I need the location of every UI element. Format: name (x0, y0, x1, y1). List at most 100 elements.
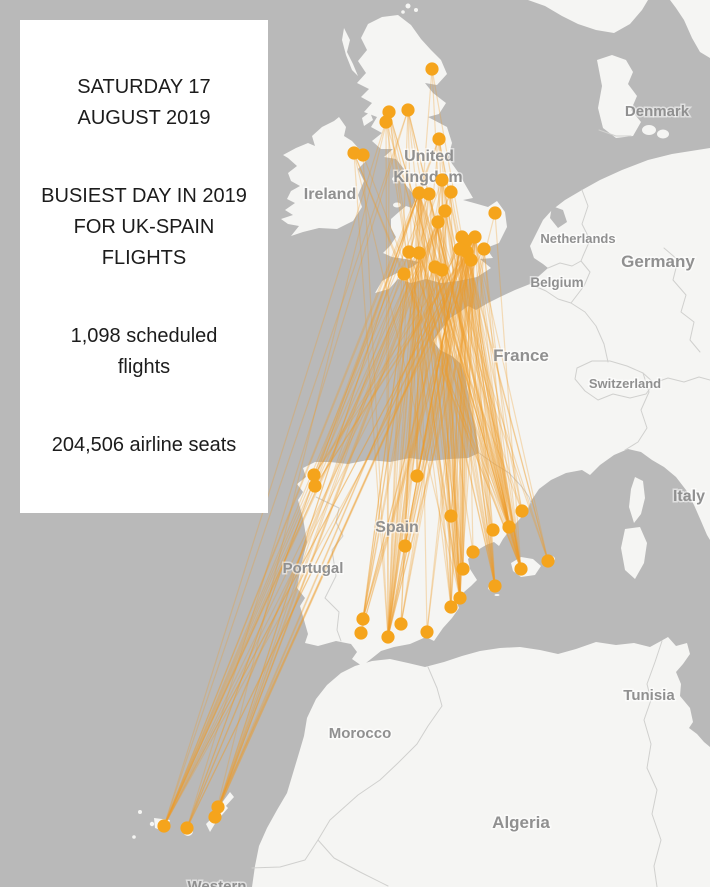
flight-route-line (418, 192, 464, 570)
airport-dot[interactable] (435, 263, 449, 277)
airport-dot[interactable] (412, 186, 426, 200)
flight-route-line (163, 111, 390, 827)
flight-route-line (362, 154, 522, 570)
flight-route-line (387, 210, 446, 638)
info-seats-count: 204,506 airline seats (51, 434, 237, 456)
flight-route-line (418, 252, 522, 570)
flight-route-line (163, 138, 440, 827)
airport-dot[interactable] (514, 562, 528, 576)
flight-route-line (186, 251, 468, 829)
airport-dot[interactable] (456, 562, 470, 576)
border-morocco-algeria (317, 666, 443, 887)
airport-dot[interactable] (444, 185, 458, 199)
land-continental-europe (297, 148, 710, 666)
airport-dot[interactable] (401, 103, 415, 117)
airport-dot[interactable] (394, 617, 408, 631)
airport-dot[interactable] (157, 819, 171, 833)
airport-dot[interactable] (398, 539, 412, 553)
flight-route-line (466, 251, 549, 562)
info-date: SATURDAY 17 AUGUST 2019 (77, 76, 211, 129)
island-la-palma (138, 810, 142, 814)
airport-dot[interactable] (379, 115, 393, 129)
land-great-britain (357, 15, 507, 293)
airport-dot[interactable] (381, 630, 395, 644)
airport-dot[interactable] (397, 267, 411, 281)
flight-route-line (418, 192, 523, 512)
country-label: Western (188, 878, 247, 887)
airport-dot[interactable] (180, 821, 194, 835)
country-labels-layer: Denmark United Kingdom Ireland Netherlands Ge… (186, 102, 707, 887)
airport-dot[interactable] (541, 554, 555, 568)
flight-route-line (387, 212, 496, 638)
airport-dot[interactable] (466, 545, 480, 559)
airport-dot[interactable] (308, 479, 322, 493)
flight-route-line (387, 179, 443, 638)
airport-dot[interactable] (488, 579, 502, 593)
country-label: Tunisia (623, 687, 675, 704)
flight-route-line (362, 192, 420, 620)
airport-dot[interactable] (382, 105, 396, 119)
airport-dot[interactable] (211, 800, 225, 814)
border-denmark-germany (598, 129, 632, 137)
flight-route-line (418, 252, 452, 608)
flight-route-line (388, 111, 510, 528)
flight-route-line (434, 266, 461, 599)
border-western-sahara (251, 839, 319, 869)
flight-route-line (459, 248, 464, 570)
airport-dot[interactable] (307, 468, 321, 482)
flight-route-line (214, 192, 420, 818)
flight-route-line (407, 109, 510, 528)
airport-dot[interactable] (402, 245, 416, 259)
flight-route-line (163, 210, 446, 827)
airport-dot[interactable] (438, 204, 452, 218)
land-ireland (281, 117, 367, 236)
airport-dot[interactable] (412, 246, 426, 260)
land-sweden (670, 0, 710, 58)
flight-route-line (360, 251, 468, 634)
country-label: Italy (673, 488, 705, 505)
flight-route-line (438, 138, 510, 528)
airport-dot[interactable] (502, 520, 516, 534)
airport-dot[interactable] (486, 523, 500, 537)
flight-route-line (474, 236, 510, 528)
flight-route-line (428, 193, 522, 570)
flight-route-line (214, 251, 468, 818)
flight-route-line (437, 221, 464, 570)
flight-route-line (437, 221, 452, 608)
airport-dot[interactable] (444, 600, 458, 614)
airport-dot[interactable] (410, 469, 424, 483)
flight-route-line (462, 251, 468, 570)
flight-route-line (470, 259, 510, 528)
flight-route-line (418, 192, 522, 570)
airport-dot[interactable] (208, 810, 222, 824)
flight-route-line (434, 266, 522, 570)
flight-route-line (459, 236, 463, 599)
flight-route-line (314, 192, 420, 487)
airport-dot[interactable] (420, 625, 434, 639)
country-label: Ireland (304, 186, 356, 203)
country-label: Netherlands (540, 231, 615, 246)
flight-route-line (387, 221, 439, 638)
airport-dot[interactable] (444, 509, 458, 523)
flight-route-line (459, 236, 476, 599)
airport-dot[interactable] (425, 62, 439, 76)
flight-route-line (400, 252, 420, 625)
flight-route-line (387, 251, 468, 638)
airport-dot[interactable] (453, 591, 467, 605)
flight-route-line (483, 248, 522, 570)
airport-dot[interactable] (515, 504, 529, 518)
airport-dot[interactable] (464, 253, 478, 267)
airport-dot[interactable] (432, 132, 446, 146)
airport-dot[interactable] (356, 612, 370, 626)
airport-dot[interactable] (435, 173, 449, 187)
flight-route-line (418, 192, 549, 562)
airport-dot[interactable] (356, 148, 370, 162)
landmasses (132, 0, 710, 887)
airport-dot[interactable] (477, 242, 491, 256)
airport-dot[interactable] (354, 626, 368, 640)
airport-dot[interactable] (488, 206, 502, 220)
island-outer-hebrides (342, 28, 358, 76)
airport-dot[interactable] (422, 187, 436, 201)
airport-dot[interactable] (431, 215, 445, 229)
